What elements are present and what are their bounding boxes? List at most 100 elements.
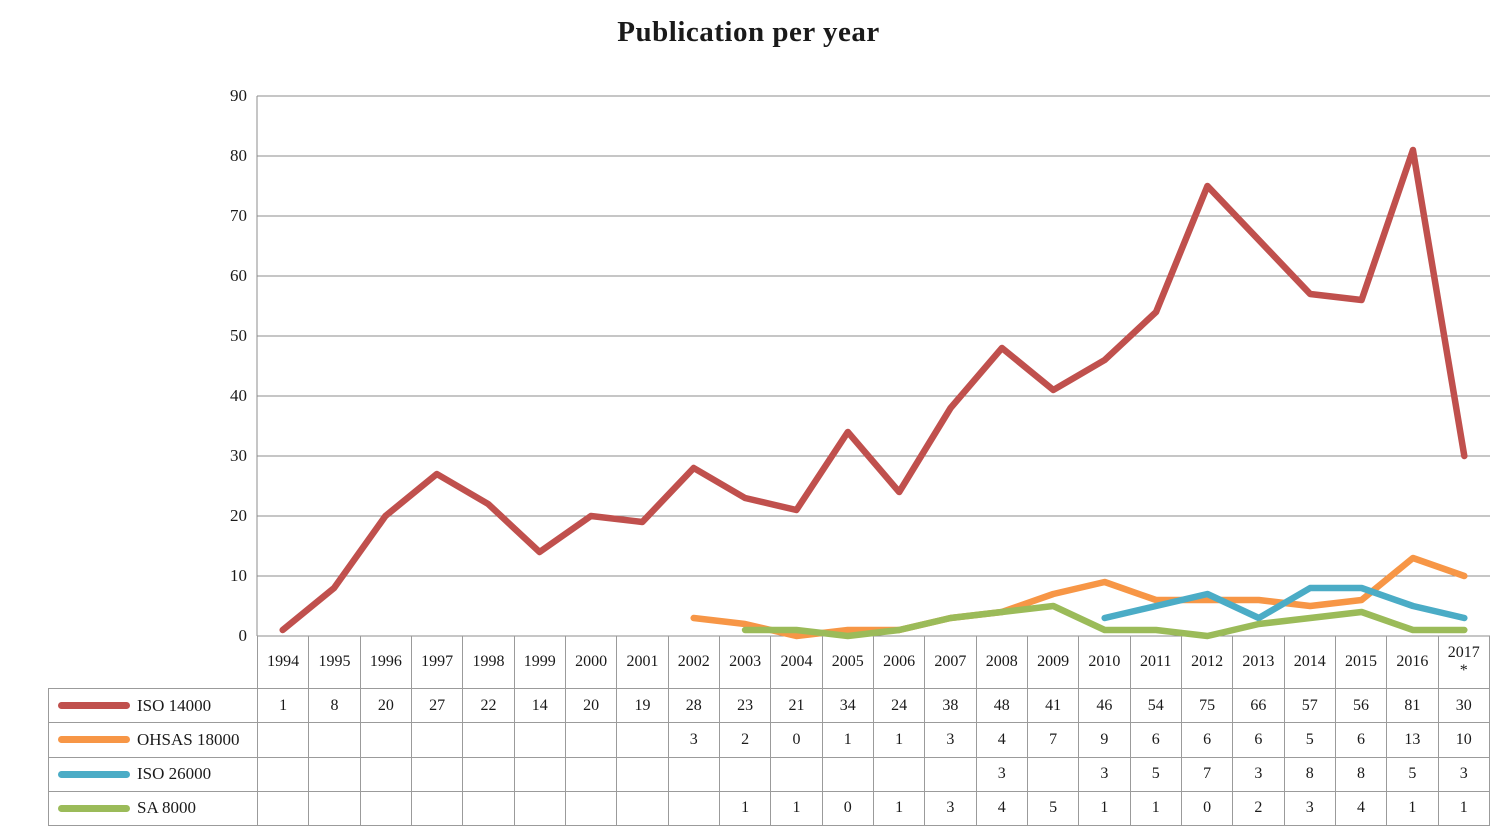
value-cell: 20 <box>566 689 618 723</box>
legend-swatch-ohsas-18000 <box>58 736 130 744</box>
year-label: 2004 <box>771 636 823 688</box>
legend-item-sa-8000: SA 8000 <box>49 791 258 825</box>
y-tick-label-0: 0 <box>238 626 248 645</box>
value-cell <box>617 757 669 791</box>
value-cell: 27 <box>412 689 464 723</box>
legend-label: ISO 26000 <box>137 764 212 784</box>
value-cell: 1 <box>1459 799 1468 817</box>
legend-swatch-iso-26000 <box>58 770 130 778</box>
chart-data-table: ISO 14000 1 8 20 27 22 14 20 19 28 23 21 34 24 38 48 41 4… <box>48 688 1490 826</box>
value-cell <box>412 757 464 791</box>
value-cell <box>463 757 515 791</box>
value-cell: 1 <box>874 791 926 825</box>
value-cell: 3 <box>1285 791 1336 825</box>
legend-label: SA 8000 <box>137 798 197 818</box>
value-cell <box>669 791 720 825</box>
value-cell: 8 <box>1336 757 1388 791</box>
value-cell: 1 <box>258 689 310 723</box>
year-label: 2003 <box>720 636 772 688</box>
value-cell: 6 <box>1131 723 1182 757</box>
value-cell <box>309 791 361 825</box>
value-cell: 3 <box>669 723 720 757</box>
value-cell: 1 <box>1079 791 1131 825</box>
value-cell: 30 <box>1455 696 1472 714</box>
legend-label: OHSAS 18000 <box>137 729 240 749</box>
year-label: 2002 <box>669 636 720 688</box>
value-cell: 41 <box>1028 689 1080 723</box>
value-cell: 34 <box>823 689 874 723</box>
value-cell: 8 <box>309 689 361 723</box>
value-cell: 1 <box>1387 791 1439 825</box>
value-cell: 13 <box>1387 723 1439 757</box>
value-cell <box>874 757 926 791</box>
value-cell <box>361 723 412 757</box>
y-tick-label-80: 80 <box>230 146 247 165</box>
y-tick-label-30: 30 <box>230 446 247 465</box>
value-cell: 1 <box>874 723 926 757</box>
value-cell <box>1028 757 1080 791</box>
year-label: 1999 <box>515 636 566 688</box>
value-cell: 1 <box>771 791 823 825</box>
value-cell: 57 <box>1285 689 1336 723</box>
value-cell <box>771 757 823 791</box>
y-tick-label-90: 90 <box>230 86 247 105</box>
value-cell: 22 <box>463 689 515 723</box>
year-label: 2016 <box>1387 636 1439 688</box>
y-tick-label-50: 50 <box>230 326 247 345</box>
value-cell <box>258 757 310 791</box>
year-label: 2008 <box>977 636 1028 688</box>
value-cell: 0 <box>771 723 823 757</box>
value-cell: 14 <box>515 689 566 723</box>
value-cell: 66 <box>1233 689 1285 723</box>
value-cell: 4 <box>977 791 1028 825</box>
value-cell <box>361 757 412 791</box>
value-cell <box>669 757 720 791</box>
x-axis-year-row: 1994 1995 1996 1997 1998 1999 2000 2001 2002 2003… <box>257 636 1490 688</box>
value-cell: 5 <box>1285 723 1336 757</box>
table-row-iso-26000: ISO 26000 3 3 5 7 3 8 8 5 3 <box>49 757 1489 792</box>
value-cell <box>515 723 566 757</box>
value-cell <box>823 757 874 791</box>
legend-swatch-sa-8000 <box>58 804 130 812</box>
year-label: 2012 <box>1182 636 1234 688</box>
value-cell: 1 <box>720 791 772 825</box>
year-label: 1995 <box>309 636 361 688</box>
value-cell: 19 <box>617 689 669 723</box>
value-cell <box>309 723 361 757</box>
value-cell: 6 <box>1233 723 1285 757</box>
value-cell: 38 <box>925 689 977 723</box>
value-cell: 81 <box>1387 689 1439 723</box>
y-tick-label-70: 70 <box>230 206 247 225</box>
value-cell: 2 <box>720 723 772 757</box>
value-cell: 56 <box>1336 689 1388 723</box>
year-label: 2001 <box>617 636 669 688</box>
year-label: 2000 <box>566 636 618 688</box>
value-cell: 3 <box>925 723 977 757</box>
value-cell: 6 <box>1336 723 1388 757</box>
value-cell <box>617 723 669 757</box>
value-cell: 3 <box>1459 765 1468 783</box>
year-label: 2015 <box>1336 636 1388 688</box>
year-label: 2007 <box>925 636 977 688</box>
year-label: 2006 <box>874 636 926 688</box>
year-label: 2009 <box>1028 636 1080 688</box>
value-cell: 5 <box>1028 791 1080 825</box>
value-cell <box>361 791 412 825</box>
table-row-sa-8000: SA 8000 1 1 0 1 3 4 5 1 1 0 2 3 4 1 1 <box>49 791 1489 825</box>
value-cell: 7 <box>1182 757 1234 791</box>
value-cell: 0 <box>823 791 874 825</box>
value-cell <box>515 757 566 791</box>
value-cell: 10 <box>1455 730 1472 748</box>
value-cell: 20 <box>361 689 412 723</box>
y-tick-label-20: 20 <box>230 506 247 525</box>
value-cell: 1 <box>1131 791 1182 825</box>
value-cell: 8 <box>1285 757 1336 791</box>
value-cell: 3 <box>1233 757 1285 791</box>
year-label: 2017 * <box>1447 644 1480 679</box>
value-cell: 5 <box>1387 757 1439 791</box>
value-cell <box>617 791 669 825</box>
legend-swatch-iso-14000 <box>58 702 130 710</box>
value-cell <box>566 723 618 757</box>
value-cell <box>463 723 515 757</box>
